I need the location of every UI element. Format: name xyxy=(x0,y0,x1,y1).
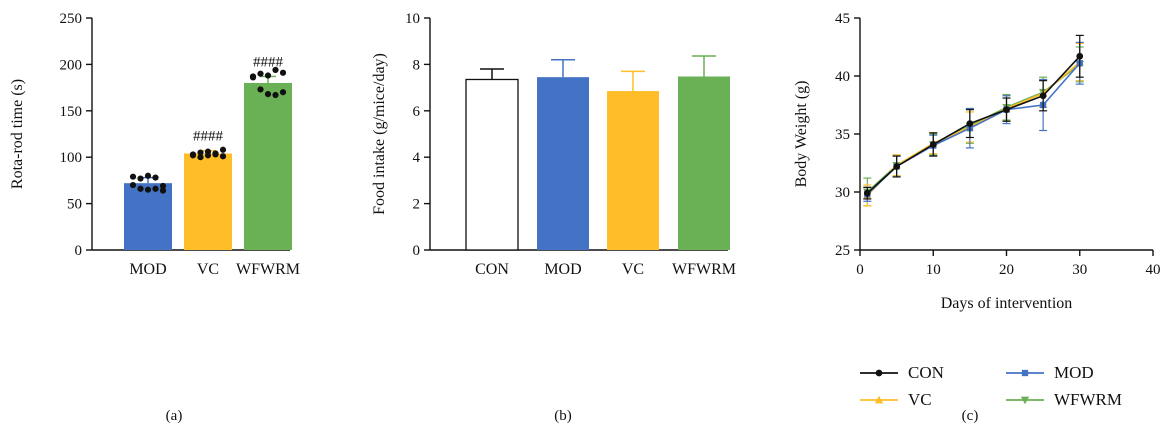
a-data-point xyxy=(204,152,212,159)
c-point-con xyxy=(863,189,871,197)
a-data-point xyxy=(272,91,279,99)
c-point-con xyxy=(1039,92,1047,100)
a-data-point xyxy=(159,187,167,194)
a-data-point xyxy=(197,149,204,156)
b-y-tick-label: 0 xyxy=(413,243,421,259)
a-data-point xyxy=(272,66,279,74)
panel-caption: (a) xyxy=(166,408,183,424)
a-data-point xyxy=(257,86,264,93)
b-category-label: MOD xyxy=(544,261,581,278)
b-category-label: VC xyxy=(622,261,644,278)
b-bar-wfwrm xyxy=(678,76,730,251)
a-category-label: MOD xyxy=(129,261,166,278)
c-y-tick-label: 40 xyxy=(835,69,850,85)
c-series-line-wfwrm xyxy=(866,63,1081,193)
a-data-point xyxy=(212,151,219,158)
c-y-axis-label: Body Weight (g) xyxy=(793,81,810,188)
b-y-tick-label: 6 xyxy=(413,104,421,120)
a-data-point xyxy=(189,151,197,158)
panel-captions: (a) (b) (c) xyxy=(166,408,979,424)
b-category-label: WFWRM xyxy=(672,261,736,278)
a-data-point xyxy=(129,173,137,180)
a-data-point xyxy=(257,70,264,77)
a-data-point xyxy=(144,172,152,179)
a-data-point xyxy=(197,154,204,161)
b-y-tick-label: 8 xyxy=(413,57,421,73)
a-y-tick-label: 200 xyxy=(60,57,83,73)
c-x-tick-label: 20 xyxy=(999,262,1014,278)
panel-caption: (b) xyxy=(554,408,572,424)
a-data-point xyxy=(249,73,257,80)
a-significance-mark: #### xyxy=(253,54,284,70)
a-data-point xyxy=(219,153,227,160)
b-bar-mod xyxy=(537,77,589,250)
b-y-tick-label: 4 xyxy=(413,150,421,166)
a-data-point xyxy=(264,90,272,98)
a-y-tick-label: 0 xyxy=(75,243,83,259)
a-bar-wfwrm xyxy=(244,82,292,251)
panel-c-body-weight-chart: 25 30 35 40 45 0 10 20 30 40 Body Weight (g) Days o… xyxy=(793,11,1161,409)
b-y-axis-label: Food intake (g/mice/day) xyxy=(371,53,388,215)
a-data-point xyxy=(279,89,287,96)
c-point-con xyxy=(1076,52,1084,60)
a-y-tick-label: 150 xyxy=(60,104,83,120)
legend-marker-con xyxy=(875,369,883,377)
c-y-tick-label: 45 xyxy=(835,11,850,27)
legend-label-con: CON xyxy=(908,363,944,382)
c-y-tick-label: 30 xyxy=(835,185,850,201)
a-bar-vc xyxy=(184,153,232,250)
c-x-tick-label: 0 xyxy=(856,262,864,278)
c-y-tick-label: 35 xyxy=(835,127,850,143)
b-y-tick-label: 2 xyxy=(413,197,421,213)
c-point-con xyxy=(966,120,974,127)
a-data-point xyxy=(137,175,144,182)
a-data-point xyxy=(219,146,227,153)
c-x-axis-label: Days of intervention xyxy=(941,295,1073,312)
c-x-tick-label: 30 xyxy=(1072,262,1087,278)
a-data-point xyxy=(264,72,272,79)
c-point-con xyxy=(893,163,900,170)
b-y-tick-label: 10 xyxy=(405,11,420,27)
legend-marker-wfwrm xyxy=(1020,396,1030,405)
a-y-axis-label: Rota-rod time (s) xyxy=(9,79,26,189)
a-data-point xyxy=(144,186,152,193)
c-point-con xyxy=(929,141,937,148)
panel-caption: (c) xyxy=(962,408,979,424)
a-data-point xyxy=(129,181,137,189)
legend-label-mod: MOD xyxy=(1054,363,1094,382)
a-data-point xyxy=(152,174,159,181)
a-category-label: VC xyxy=(197,261,219,278)
c-point-con xyxy=(1003,106,1010,113)
c-series-line-mod xyxy=(866,62,1081,195)
a-y-tick-label: 250 xyxy=(60,11,83,27)
panel-a-rotarod-chart: 0 50 100 150 200 250 Rota-rod time (s) MOD VC ###… xyxy=(9,11,300,278)
c-legend: CON MOD VC WFWRM xyxy=(860,363,1122,409)
a-data-point xyxy=(279,69,287,76)
legend-label-wfwrm: WFWRM xyxy=(1054,390,1122,409)
a-significance-mark: #### xyxy=(193,129,224,145)
b-category-label: CON xyxy=(475,261,509,278)
panel-b-food-intake-chart: 0 2 4 6 8 10 Food intake (g/mice/day) CON MOD VC W… xyxy=(371,11,736,278)
legend-marker-vc xyxy=(874,395,884,404)
c-x-tick-label: 10 xyxy=(926,262,941,278)
b-bar-vc xyxy=(607,91,659,250)
a-y-tick-label: 100 xyxy=(60,150,83,166)
a-y-tick-label: 50 xyxy=(67,197,82,213)
c-x-tick-label: 40 xyxy=(1146,262,1161,278)
a-bar-mod xyxy=(124,183,172,250)
legend-marker-mod xyxy=(1021,369,1029,377)
legend-label-vc: VC xyxy=(908,390,932,409)
a-category-label: WFWRM xyxy=(236,261,300,278)
c-y-tick-label: 25 xyxy=(835,243,850,259)
a-data-point xyxy=(152,185,159,192)
b-bar-con xyxy=(465,78,519,251)
a-data-point xyxy=(137,185,144,192)
a-data-point xyxy=(159,182,167,190)
